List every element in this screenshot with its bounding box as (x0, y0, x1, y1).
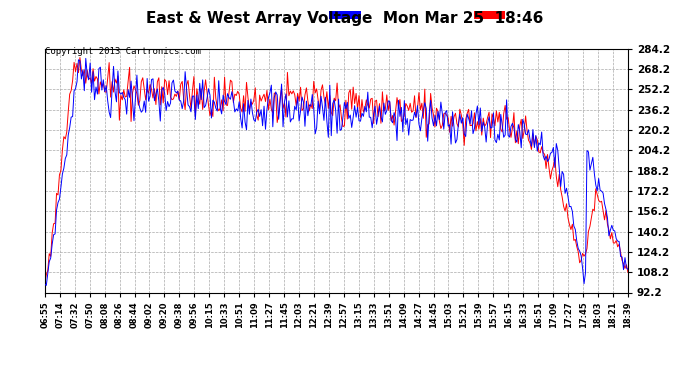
Text: Copyright 2013 Cartronics.com: Copyright 2013 Cartronics.com (45, 47, 201, 56)
Text: East & West Array Voltage  Mon Mar 25  18:46: East & West Array Voltage Mon Mar 25 18:… (146, 11, 544, 26)
Legend: East Array  (DC Volts), West Array  (DC Volts): East Array (DC Volts), West Array (DC Vo… (328, 9, 623, 22)
